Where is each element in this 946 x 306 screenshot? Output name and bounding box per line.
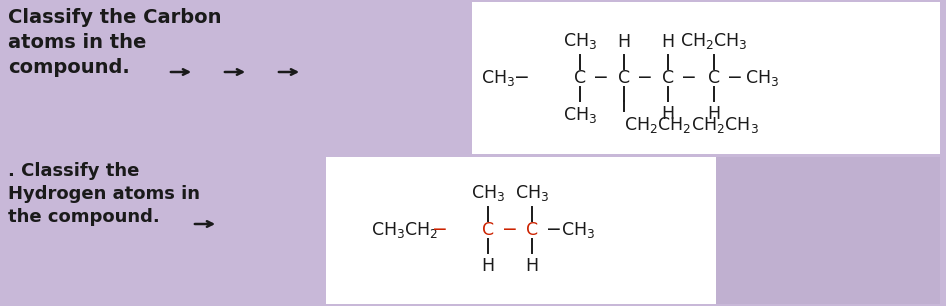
Text: C: C bbox=[618, 69, 630, 87]
Text: −: − bbox=[546, 221, 562, 240]
Text: −: − bbox=[514, 69, 530, 88]
Text: CH$_3$: CH$_3$ bbox=[471, 183, 505, 203]
Text: compound.: compound. bbox=[8, 58, 130, 77]
Text: −: − bbox=[502, 221, 517, 240]
Text: H: H bbox=[482, 257, 495, 275]
Text: C: C bbox=[526, 221, 538, 239]
Text: the compound.: the compound. bbox=[8, 208, 160, 226]
FancyBboxPatch shape bbox=[326, 157, 716, 304]
Text: CH$_2$CH$_2$CH$_2$CH$_3$: CH$_2$CH$_2$CH$_2$CH$_3$ bbox=[624, 115, 759, 135]
Text: CH$_3$: CH$_3$ bbox=[561, 220, 595, 240]
Text: −: − bbox=[593, 69, 609, 88]
Text: H: H bbox=[661, 33, 674, 51]
Text: −: − bbox=[681, 69, 697, 88]
Text: CH$_3$: CH$_3$ bbox=[745, 68, 780, 88]
Text: −: − bbox=[637, 69, 653, 88]
Text: CH$_2$CH$_3$: CH$_2$CH$_3$ bbox=[680, 31, 748, 51]
Text: atoms in the: atoms in the bbox=[8, 33, 147, 52]
Text: Classify the Carbon: Classify the Carbon bbox=[8, 8, 221, 27]
Text: −: − bbox=[727, 69, 743, 88]
Text: Hydrogen atoms in: Hydrogen atoms in bbox=[8, 185, 200, 203]
Text: CH$_3$: CH$_3$ bbox=[481, 68, 515, 88]
Text: C: C bbox=[574, 69, 587, 87]
Text: . Classify the: . Classify the bbox=[8, 162, 139, 180]
Text: H: H bbox=[525, 257, 538, 275]
Text: C: C bbox=[662, 69, 674, 87]
Text: H: H bbox=[618, 33, 631, 51]
Text: H: H bbox=[661, 105, 674, 123]
Text: −: − bbox=[432, 221, 447, 240]
Text: C: C bbox=[482, 221, 494, 239]
Text: CH$_3$: CH$_3$ bbox=[515, 183, 549, 203]
Text: CH$_3$: CH$_3$ bbox=[563, 105, 597, 125]
Text: CH$_3$CH$_2$: CH$_3$CH$_2$ bbox=[371, 220, 439, 240]
FancyBboxPatch shape bbox=[716, 157, 940, 304]
FancyBboxPatch shape bbox=[472, 2, 940, 154]
Text: H: H bbox=[708, 105, 721, 123]
Text: C: C bbox=[708, 69, 720, 87]
Text: CH$_3$: CH$_3$ bbox=[563, 31, 597, 51]
